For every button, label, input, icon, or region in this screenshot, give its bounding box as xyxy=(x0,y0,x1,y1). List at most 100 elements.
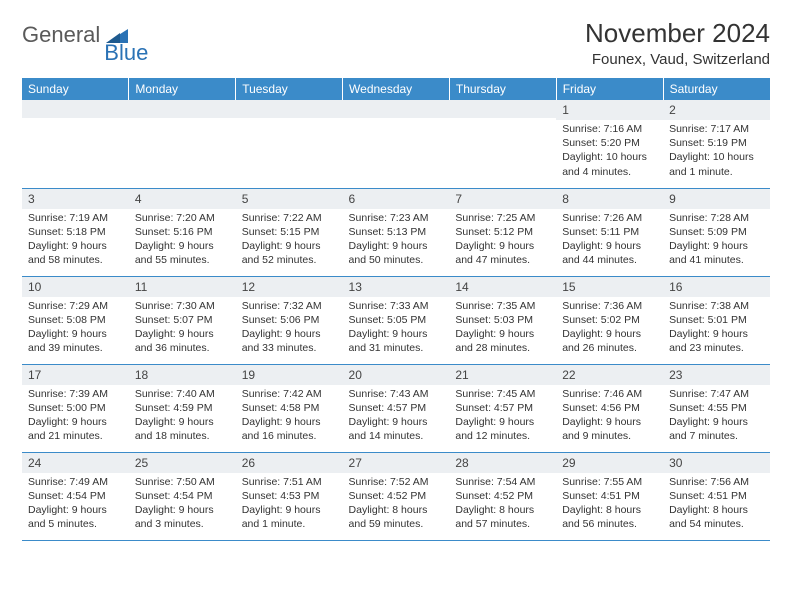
daylight-text: Daylight: 10 hours and 1 minute. xyxy=(669,150,764,178)
day-details: Sunrise: 7:26 AMSunset: 5:11 PMDaylight:… xyxy=(556,209,663,272)
sunset-text: Sunset: 4:59 PM xyxy=(135,401,230,415)
sunrise-text: Sunrise: 7:56 AM xyxy=(669,475,764,489)
daylight-text: Daylight: 9 hours and 14 minutes. xyxy=(349,415,444,443)
day-number: 22 xyxy=(556,365,663,385)
day-number: 15 xyxy=(556,277,663,297)
day-number: 6 xyxy=(343,189,450,209)
day-details: Sunrise: 7:17 AMSunset: 5:19 PMDaylight:… xyxy=(663,120,770,183)
month-title: November 2024 xyxy=(585,18,770,49)
day-number: 7 xyxy=(449,189,556,209)
day-number: 2 xyxy=(663,100,770,120)
sunrise-text: Sunrise: 7:22 AM xyxy=(242,211,337,225)
day-details: Sunrise: 7:49 AMSunset: 4:54 PMDaylight:… xyxy=(22,473,129,536)
sunset-text: Sunset: 4:52 PM xyxy=(349,489,444,503)
sunrise-text: Sunrise: 7:36 AM xyxy=(562,299,657,313)
calendar-cell xyxy=(129,100,236,188)
day-header: Wednesday xyxy=(343,78,450,100)
daylight-text: Daylight: 10 hours and 4 minutes. xyxy=(562,150,657,178)
day-number: 11 xyxy=(129,277,236,297)
calendar-cell: 9Sunrise: 7:28 AMSunset: 5:09 PMDaylight… xyxy=(663,188,770,276)
sunset-text: Sunset: 5:08 PM xyxy=(28,313,123,327)
sunrise-text: Sunrise: 7:19 AM xyxy=(28,211,123,225)
sunrise-text: Sunrise: 7:42 AM xyxy=(242,387,337,401)
day-details: Sunrise: 7:39 AMSunset: 5:00 PMDaylight:… xyxy=(22,385,129,448)
sunset-text: Sunset: 5:09 PM xyxy=(669,225,764,239)
sunset-text: Sunset: 5:20 PM xyxy=(562,136,657,150)
daylight-text: Daylight: 8 hours and 56 minutes. xyxy=(562,503,657,531)
day-details: Sunrise: 7:36 AMSunset: 5:02 PMDaylight:… xyxy=(556,297,663,360)
daylight-text: Daylight: 9 hours and 21 minutes. xyxy=(28,415,123,443)
calendar-cell: 12Sunrise: 7:32 AMSunset: 5:06 PMDayligh… xyxy=(236,276,343,364)
day-details: Sunrise: 7:51 AMSunset: 4:53 PMDaylight:… xyxy=(236,473,343,536)
day-number: 28 xyxy=(449,453,556,473)
sunrise-text: Sunrise: 7:49 AM xyxy=(28,475,123,489)
sunrise-text: Sunrise: 7:51 AM xyxy=(242,475,337,489)
sunset-text: Sunset: 5:01 PM xyxy=(669,313,764,327)
sunrise-text: Sunrise: 7:17 AM xyxy=(669,122,764,136)
sunset-text: Sunset: 4:54 PM xyxy=(135,489,230,503)
day-details: Sunrise: 7:56 AMSunset: 4:51 PMDaylight:… xyxy=(663,473,770,536)
sunset-text: Sunset: 5:02 PM xyxy=(562,313,657,327)
calendar-cell xyxy=(449,100,556,188)
sunset-text: Sunset: 4:54 PM xyxy=(28,489,123,503)
daylight-text: Daylight: 9 hours and 44 minutes. xyxy=(562,239,657,267)
day-details: Sunrise: 7:52 AMSunset: 4:52 PMDaylight:… xyxy=(343,473,450,536)
sunrise-text: Sunrise: 7:47 AM xyxy=(669,387,764,401)
day-details: Sunrise: 7:30 AMSunset: 5:07 PMDaylight:… xyxy=(129,297,236,360)
sunset-text: Sunset: 4:57 PM xyxy=(455,401,550,415)
daylight-text: Daylight: 9 hours and 18 minutes. xyxy=(135,415,230,443)
daylight-text: Daylight: 9 hours and 50 minutes. xyxy=(349,239,444,267)
day-details: Sunrise: 7:22 AMSunset: 5:15 PMDaylight:… xyxy=(236,209,343,272)
day-number: 10 xyxy=(22,277,129,297)
day-number: 25 xyxy=(129,453,236,473)
brand-logo: General Blue xyxy=(22,18,176,48)
sunset-text: Sunset: 5:00 PM xyxy=(28,401,123,415)
calendar-cell: 15Sunrise: 7:36 AMSunset: 5:02 PMDayligh… xyxy=(556,276,663,364)
sunrise-text: Sunrise: 7:28 AM xyxy=(669,211,764,225)
day-details: Sunrise: 7:54 AMSunset: 4:52 PMDaylight:… xyxy=(449,473,556,536)
day-details: Sunrise: 7:23 AMSunset: 5:13 PMDaylight:… xyxy=(343,209,450,272)
daylight-text: Daylight: 8 hours and 59 minutes. xyxy=(349,503,444,531)
daylight-text: Daylight: 9 hours and 55 minutes. xyxy=(135,239,230,267)
title-block: November 2024 Founex, Vaud, Switzerland xyxy=(585,18,770,68)
day-number: 30 xyxy=(663,453,770,473)
day-details: Sunrise: 7:55 AMSunset: 4:51 PMDaylight:… xyxy=(556,473,663,536)
daylight-text: Daylight: 9 hours and 39 minutes. xyxy=(28,327,123,355)
sunrise-text: Sunrise: 7:23 AM xyxy=(349,211,444,225)
sunrise-text: Sunrise: 7:32 AM xyxy=(242,299,337,313)
day-number: 23 xyxy=(663,365,770,385)
calendar-table: Sunday Monday Tuesday Wednesday Thursday… xyxy=(22,78,770,541)
calendar-cell: 7Sunrise: 7:25 AMSunset: 5:12 PMDaylight… xyxy=(449,188,556,276)
sunset-text: Sunset: 5:03 PM xyxy=(455,313,550,327)
calendar-cell: 2Sunrise: 7:17 AMSunset: 5:19 PMDaylight… xyxy=(663,100,770,188)
sunset-text: Sunset: 4:53 PM xyxy=(242,489,337,503)
day-header: Saturday xyxy=(663,78,770,100)
day-number: 8 xyxy=(556,189,663,209)
daylight-text: Daylight: 9 hours and 58 minutes. xyxy=(28,239,123,267)
sunrise-text: Sunrise: 7:46 AM xyxy=(562,387,657,401)
day-details: Sunrise: 7:45 AMSunset: 4:57 PMDaylight:… xyxy=(449,385,556,448)
day-details: Sunrise: 7:46 AMSunset: 4:56 PMDaylight:… xyxy=(556,385,663,448)
sunrise-text: Sunrise: 7:30 AM xyxy=(135,299,230,313)
calendar-cell: 23Sunrise: 7:47 AMSunset: 4:55 PMDayligh… xyxy=(663,364,770,452)
brand-part1: General xyxy=(22,22,100,48)
daylight-text: Daylight: 9 hours and 3 minutes. xyxy=(135,503,230,531)
calendar-cell xyxy=(236,100,343,188)
daylight-text: Daylight: 9 hours and 36 minutes. xyxy=(135,327,230,355)
calendar-cell: 22Sunrise: 7:46 AMSunset: 4:56 PMDayligh… xyxy=(556,364,663,452)
calendar-cell: 28Sunrise: 7:54 AMSunset: 4:52 PMDayligh… xyxy=(449,452,556,540)
day-details: Sunrise: 7:29 AMSunset: 5:08 PMDaylight:… xyxy=(22,297,129,360)
day-number xyxy=(236,100,343,118)
daylight-text: Daylight: 9 hours and 12 minutes. xyxy=(455,415,550,443)
sunset-text: Sunset: 5:13 PM xyxy=(349,225,444,239)
day-details: Sunrise: 7:25 AMSunset: 5:12 PMDaylight:… xyxy=(449,209,556,272)
day-header: Friday xyxy=(556,78,663,100)
day-details: Sunrise: 7:32 AMSunset: 5:06 PMDaylight:… xyxy=(236,297,343,360)
day-number: 16 xyxy=(663,277,770,297)
day-details: Sunrise: 7:16 AMSunset: 5:20 PMDaylight:… xyxy=(556,120,663,183)
calendar-week-row: 3Sunrise: 7:19 AMSunset: 5:18 PMDaylight… xyxy=(22,188,770,276)
day-number: 17 xyxy=(22,365,129,385)
day-details: Sunrise: 7:28 AMSunset: 5:09 PMDaylight:… xyxy=(663,209,770,272)
sunset-text: Sunset: 5:05 PM xyxy=(349,313,444,327)
calendar-cell: 5Sunrise: 7:22 AMSunset: 5:15 PMDaylight… xyxy=(236,188,343,276)
